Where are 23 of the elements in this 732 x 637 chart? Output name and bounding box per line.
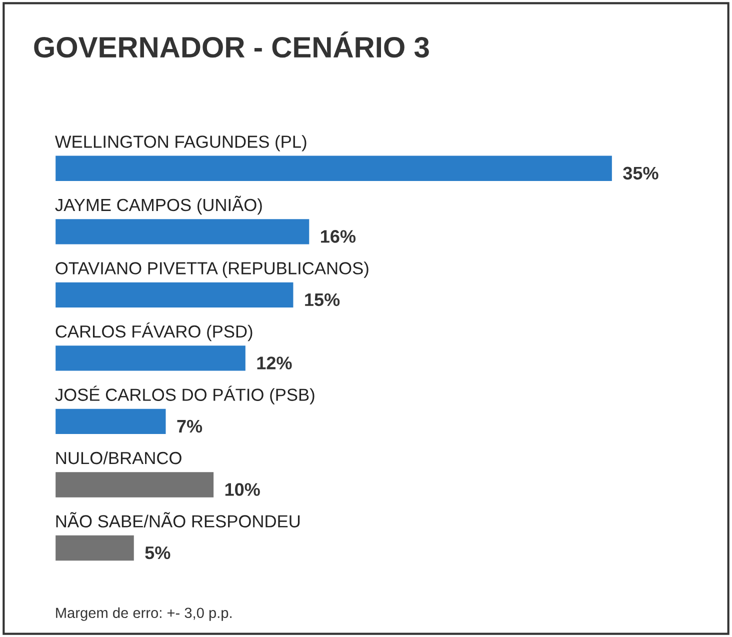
bar (54, 218, 311, 246)
chart-title: GOVERNADOR - CENÁRIO 3 (34, 31, 429, 58)
data-label: 35% (623, 166, 658, 180)
y-tick-label: CARLOS FÁVARO (PSD) (56, 322, 252, 342)
text: Margem de erro: +- 3,0 p.p. (56, 607, 232, 621)
data-label: 12% (257, 356, 292, 370)
y-tick-label: WELLINGTON FAGUNDES (PL) (54, 135, 306, 152)
data-label: 5% (145, 546, 170, 560)
bar (54, 407, 168, 436)
y-tick-label: NULO/BRANCO (56, 451, 182, 464)
bar (54, 154, 614, 182)
bar (54, 280, 295, 309)
y-tick-label: JAYME CAMPOS (UNIÃO) (55, 196, 262, 215)
y-tick-label: JOSÉ CARLOS DO PÁTIO (PSB) (55, 386, 314, 404)
data-label: 7% (177, 420, 202, 433)
data-label: 10% (225, 483, 260, 496)
bar (54, 470, 215, 499)
y-tick-label: OTAVIANO PIVETTA (REPUBLICANOS) (56, 262, 368, 278)
bar (54, 344, 247, 372)
data-label: 16% (321, 230, 356, 243)
data-label: 15% (305, 293, 340, 306)
bar (54, 534, 136, 562)
y-tick-label: NÃO SABE/NÃO RESPONDEU (56, 512, 300, 528)
